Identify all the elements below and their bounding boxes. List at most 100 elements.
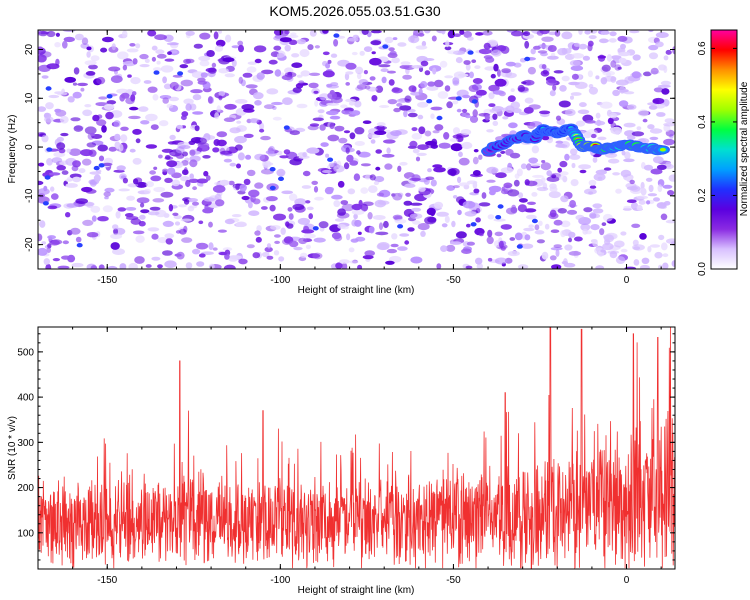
noise-speckle [431,35,437,42]
noise-speckle [412,65,418,69]
noise-speckle [164,233,175,239]
noise-speckle [223,264,236,269]
noise-speckle [189,149,196,156]
noise-speckle [668,174,675,182]
noise-speckle [592,239,598,247]
noise-speckle [578,164,591,170]
noise-speckle [453,127,460,135]
noise-speckle [392,87,400,93]
noise-speckle [474,65,481,69]
noise-speckle [235,221,247,228]
noise-speckle [497,69,501,77]
noise-speckle [462,108,468,113]
noise-speckle [648,30,654,33]
noise-speckle [370,30,382,34]
noise-speckle [351,209,365,215]
noise-speckle [487,229,493,238]
noise-speckle [640,181,645,190]
noise-speckle [478,48,492,55]
noise-speckle [588,86,599,95]
noise-speckle [224,218,235,225]
noise-speckle [457,176,462,183]
noise-speckle [145,264,152,268]
noise-speckle [369,174,376,181]
noise-speckle [416,152,427,156]
colorbar-tick-label: 0.6 [697,41,708,55]
noise-speckle [288,213,294,220]
noise-speckle [523,227,535,232]
noise-speckle [326,102,340,106]
noise-speckle [167,51,172,55]
noise-speckle [521,81,527,85]
noise-speckle [220,150,233,155]
noise-speckle [408,35,420,44]
noise-speckle [466,180,478,185]
noise-speckle [48,94,60,99]
noise-speckle [427,81,436,87]
noise-speckle [291,62,303,68]
noise-speckle [596,119,602,127]
noise-speckle [511,30,523,37]
noise-blob [269,167,276,172]
noise-speckle [588,179,597,186]
noise-speckle [569,60,581,67]
noise-speckle [405,192,411,197]
noise-speckle [399,161,408,166]
noise-speckle [452,185,460,189]
noise-speckle [456,135,464,143]
noise-speckle [106,100,117,105]
noise-speckle [318,221,329,229]
noise-speckle [600,30,610,35]
noise-speckle [252,252,261,259]
noise-speckle [598,38,609,44]
noise-speckle [564,153,570,161]
noise-speckle [340,104,348,109]
noise-speckle [89,179,97,187]
noise-speckle [43,258,50,266]
noise-speckle [86,232,99,238]
noise-speckle [152,198,165,203]
noise-speckle [568,251,582,256]
noise-speckle [273,45,282,51]
noise-speckle [166,103,174,109]
noise-blob [382,44,389,49]
noise-speckle [486,236,494,245]
noise-speckle [492,113,498,120]
noise-speckle [207,96,213,104]
noise-speckle [216,131,228,138]
noise-speckle [176,153,185,159]
noise-speckle [126,48,139,53]
noise-speckle [412,148,420,154]
y-tick-label: 100 [17,528,34,539]
noise-speckle [255,236,262,243]
noise-speckle [620,169,632,178]
noise-speckle [169,134,176,140]
noise-speckle [286,34,299,39]
noise-speckle [192,94,202,101]
noise-speckle [527,122,536,129]
noise-speckle [206,50,215,57]
noise-speckle [274,234,281,238]
noise-speckle [127,74,132,78]
noise-speckle [196,242,209,250]
noise-speckle [364,174,371,180]
x-tick-label: 0 [624,575,630,586]
noise-speckle [639,264,650,269]
noise-speckle [105,111,114,120]
noise-speckle [558,171,569,176]
noise-speckle [536,186,549,192]
noise-speckle [236,163,241,169]
noise-speckle [88,149,97,157]
noise-speckle [238,44,244,53]
noise-speckle [661,242,668,251]
noise-speckle [620,43,626,50]
noise-speckle [524,40,530,49]
noise-speckle [524,208,537,213]
noise-speckle [571,73,579,80]
noise-speckle [636,126,642,131]
noise-speckle [417,223,430,231]
noise-speckle [320,142,329,148]
noise-blob [76,243,83,248]
noise-speckle [117,51,129,60]
